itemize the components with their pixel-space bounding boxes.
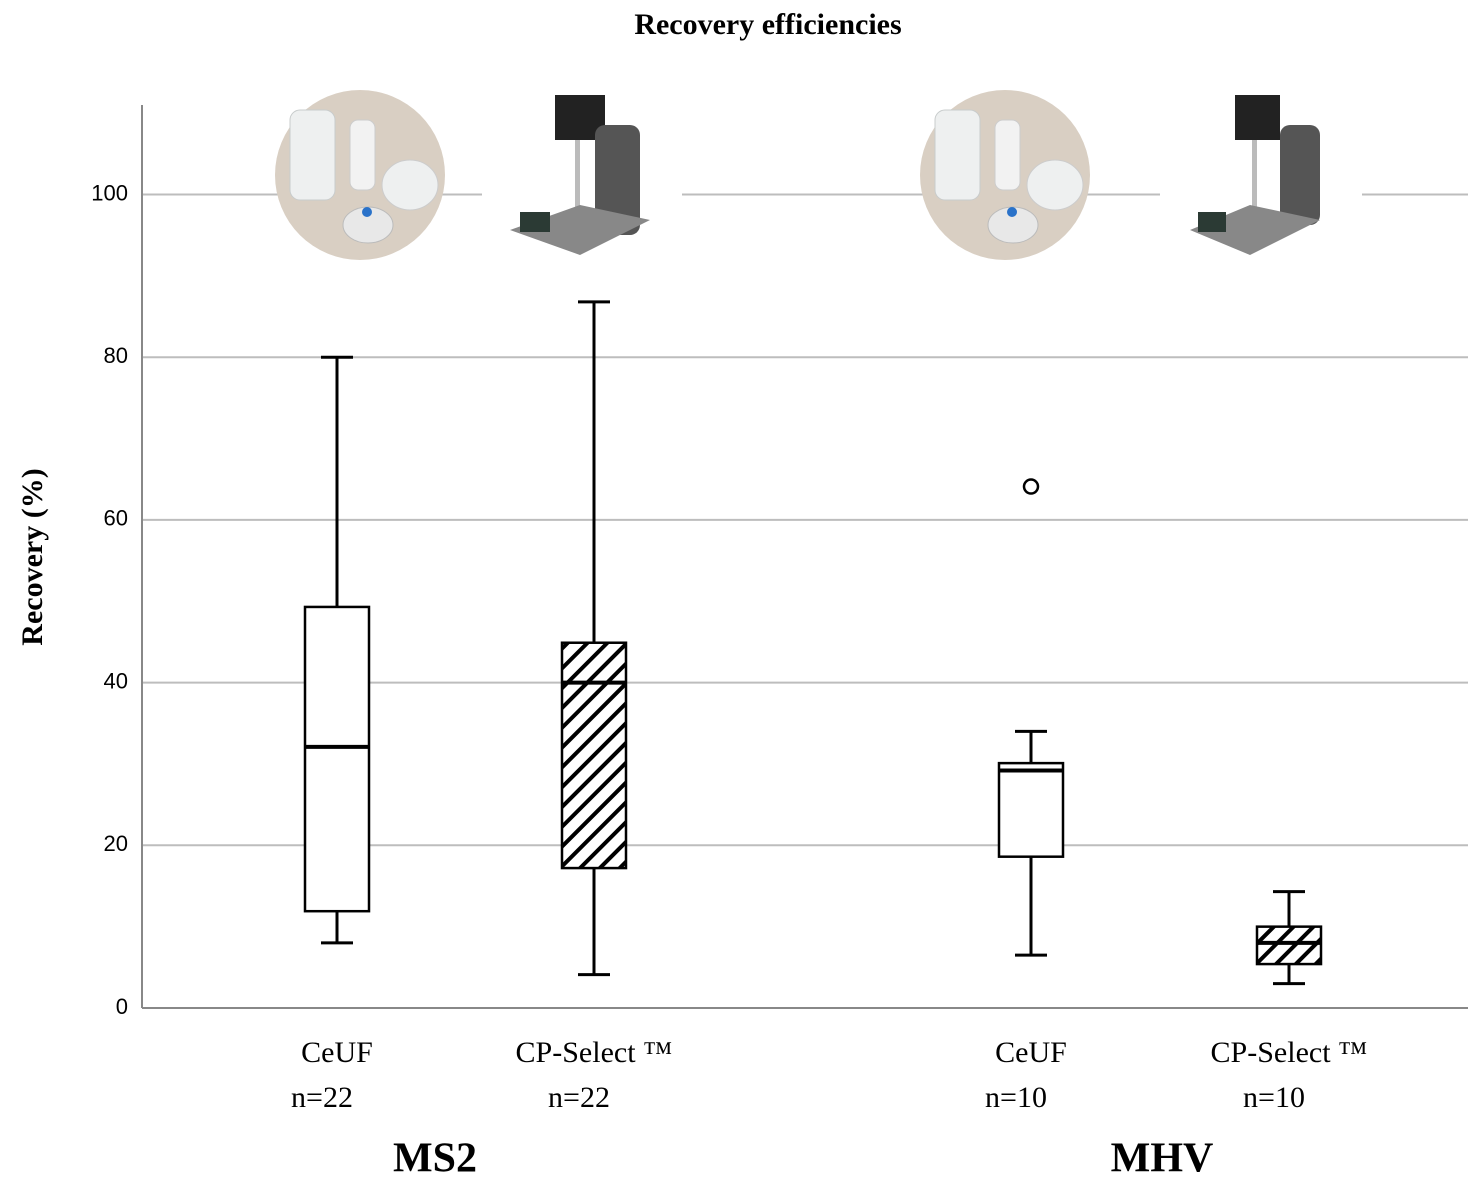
box: [999, 763, 1063, 857]
chart: 0 20 40 60 80 100 Recovery efficiencies Recov…: [0, 0, 1468, 1179]
photo-ceuf-2: [920, 90, 1090, 260]
photo-ceuf: [275, 90, 445, 260]
box: [1257, 927, 1321, 964]
photo-cp-select: [482, 90, 682, 270]
photo-cp-select-2: [1160, 90, 1362, 270]
box: [305, 607, 369, 911]
outlier: [1024, 480, 1038, 494]
y-tick-label: 0: [116, 994, 128, 1019]
y-axis-label: Recovery (%): [16, 468, 49, 645]
y-tick-label: 100: [91, 180, 128, 205]
x-tick-label: CP-Select ™: [1211, 1036, 1368, 1069]
y-tick-label: 80: [104, 343, 128, 368]
y-tick-label: 20: [104, 831, 128, 856]
sample-size-label: n=22: [291, 1081, 353, 1114]
box: [562, 643, 626, 868]
sample-size-label: n=10: [985, 1081, 1047, 1114]
page: 0 20 40 60 80 100 Recovery efficiencies Recov…: [0, 0, 1468, 1179]
x-tick-label: CeUF: [995, 1036, 1067, 1069]
group-label: MHV: [1111, 1136, 1214, 1179]
x-tick-label: CeUF: [301, 1036, 373, 1069]
x-tick-label: CP-Select ™: [516, 1036, 673, 1069]
chart-title: Recovery efficiencies: [634, 8, 901, 41]
group-label: MS2: [393, 1136, 477, 1179]
sample-size-label: n=10: [1243, 1081, 1305, 1114]
sample-size-label: n=22: [548, 1081, 610, 1114]
y-tick-label: 40: [104, 668, 128, 693]
y-tick-label: 60: [104, 506, 128, 531]
